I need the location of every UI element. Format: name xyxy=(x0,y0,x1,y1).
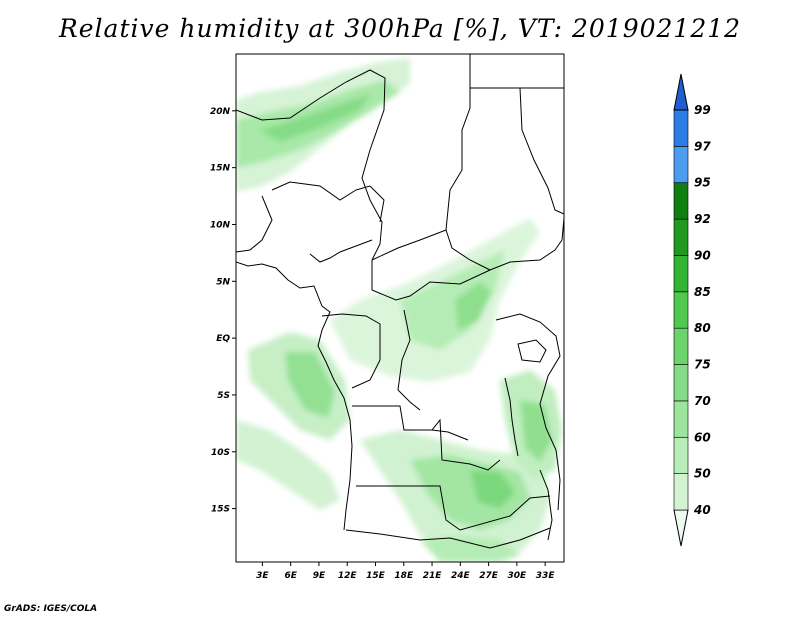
border-sahel xyxy=(236,69,386,290)
map-frame xyxy=(235,53,565,563)
lon-label: 30E xyxy=(508,571,528,581)
colorbar-swatch xyxy=(673,109,689,147)
humidity-west-coast-core xyxy=(285,352,335,418)
border-ne xyxy=(519,87,564,215)
lon-label: 33E xyxy=(536,571,556,581)
humidity-far-south xyxy=(420,536,520,562)
border-chad xyxy=(355,185,385,223)
border-misc-1 xyxy=(309,239,373,263)
country-borders xyxy=(236,54,564,549)
colorbar-label: 40 xyxy=(693,503,711,517)
colorbar-swatch xyxy=(673,218,689,256)
humidity-band-north-inner xyxy=(260,94,370,142)
colorbar-upper-arrow xyxy=(673,73,689,111)
lat-label: EQ xyxy=(216,334,230,344)
humidity-belt-central-inner xyxy=(455,282,492,330)
colorbar-label: 60 xyxy=(694,430,711,444)
colorbar-label: 70 xyxy=(694,394,711,408)
humidity-shading xyxy=(236,58,562,562)
border-east xyxy=(489,217,564,271)
lon-label: 6E xyxy=(284,571,297,581)
border-central-3 xyxy=(321,313,381,389)
map-title: Relative humidity at 300hPa [%], VT: 201… xyxy=(58,14,742,43)
colorbar-label: 75 xyxy=(694,358,711,372)
colorbar-swatch xyxy=(673,473,689,511)
border-congo-south xyxy=(352,405,501,471)
colorbar-swatch xyxy=(673,400,689,438)
colorbar-label: 80 xyxy=(694,321,711,335)
colorbar-label: 92 xyxy=(694,212,711,226)
coastline-west-africa xyxy=(236,261,353,531)
border-southern-2 xyxy=(345,527,551,549)
colorbar-swatch xyxy=(673,182,689,220)
colorbar-label: 99 xyxy=(694,103,711,117)
lake-tanganyika xyxy=(504,377,519,457)
colorbar-label: 97 xyxy=(694,139,711,153)
border-libya-egypt xyxy=(445,54,491,271)
colorbar-swatch xyxy=(673,146,689,184)
colorbar-swatch xyxy=(673,291,689,329)
lon-label: 9E xyxy=(313,571,326,581)
lake-malawi xyxy=(539,469,553,541)
lat-label: 15S xyxy=(211,505,230,515)
colorbar-lower-arrow xyxy=(673,509,689,547)
lon-label: 24E xyxy=(451,571,471,581)
humidity-east-core xyxy=(520,400,552,462)
colorbar-swatch xyxy=(673,255,689,293)
longitude-axis: 3E 6E 9E 12E 15E 18E 21E 24E 27E 30E 33E xyxy=(256,562,555,581)
lat-label: 10N xyxy=(210,220,231,230)
colorbar-label: 90 xyxy=(694,248,711,262)
colorbar-swatch xyxy=(673,327,689,365)
colorbar-swatch xyxy=(673,364,689,402)
colorbar-label: 50 xyxy=(694,467,711,481)
lon-label: 18E xyxy=(394,571,414,581)
lon-label: 15E xyxy=(366,571,386,581)
lat-label: 15N xyxy=(210,164,231,174)
credit-text: GrADS: IGES/COLA xyxy=(4,604,98,614)
humidity-south-west xyxy=(236,420,340,510)
humidity-south-inner xyxy=(470,470,515,508)
lon-label: 21E xyxy=(423,571,443,581)
lat-label: 10S xyxy=(211,448,230,458)
border-central-1 xyxy=(371,229,447,261)
lat-label: 5S xyxy=(217,391,230,401)
border-west-interior xyxy=(236,195,273,253)
lat-label: 20N xyxy=(210,107,231,117)
lon-label: 12E xyxy=(338,571,358,581)
latitude-axis: 20N 15N 10N 5N EQ 5S 10S 15S xyxy=(210,107,236,515)
colorbar-label: 85 xyxy=(694,285,711,299)
border-nigeria xyxy=(271,181,357,201)
border-misc-2 xyxy=(431,429,469,441)
border-central-4 xyxy=(397,309,421,411)
colorbar: 40 50 60 70 75 80 85 90 92 95 97 99 xyxy=(673,73,711,547)
lake-victoria xyxy=(517,339,547,363)
lon-label: 3E xyxy=(256,571,269,581)
border-east-africa xyxy=(495,313,561,511)
lon-label: 27E xyxy=(479,571,499,581)
colorbar-swatch xyxy=(673,436,689,474)
lat-label: 5N xyxy=(216,277,230,287)
border-southern-1 xyxy=(356,485,551,531)
colorbar-label: 95 xyxy=(694,176,711,190)
border-central-2 xyxy=(371,269,491,301)
